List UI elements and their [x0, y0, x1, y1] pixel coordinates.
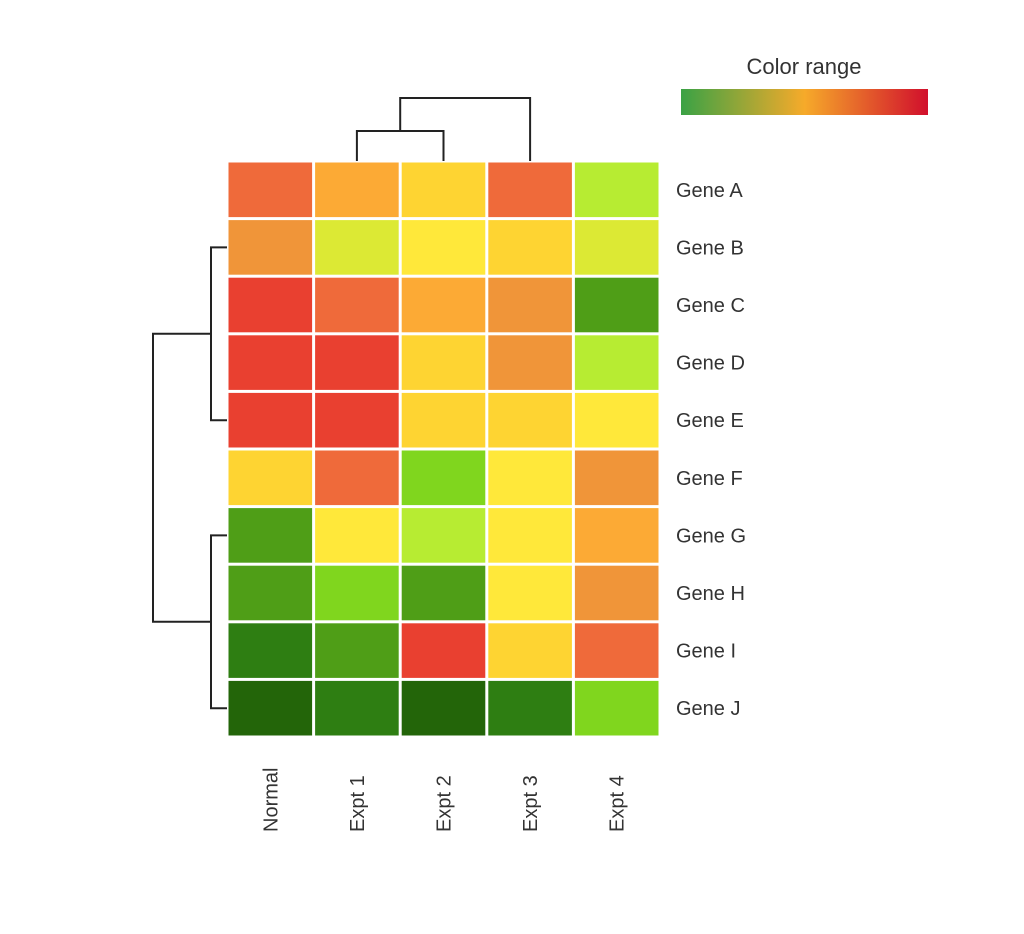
heatmap-cell [488, 450, 572, 506]
row-label: Gene I [676, 641, 736, 663]
heatmap-cell [488, 220, 572, 275]
heatmap-cell [401, 162, 486, 218]
row-label: Gene B [676, 237, 744, 259]
legend-title: Color range [747, 54, 862, 79]
heatmap-cell [401, 565, 486, 621]
dendrogram-link [152, 332, 211, 623]
column-labels: Normal Expt 1 Expt 2 Expt 3 Expt 4 [260, 768, 628, 832]
heatmap-cell [228, 508, 313, 563]
heatmap-cell [228, 220, 313, 275]
heatmap-cell [574, 623, 659, 678]
dendrogram-link [210, 246, 227, 422]
row-label: Gene F [676, 468, 743, 490]
dendrogram-link [210, 534, 227, 710]
heatmap-cell [315, 392, 399, 448]
heatmap-cell [228, 623, 313, 678]
heatmap-cell [228, 277, 313, 333]
heatmap-cell [401, 450, 486, 506]
row-dendrogram [152, 246, 227, 710]
dendrogram-link [355, 130, 445, 161]
heatmap-cell [228, 335, 313, 390]
heatmap-cell [574, 335, 659, 390]
heatmap-cell [315, 162, 399, 218]
heatmap-cell [401, 392, 486, 448]
column-label: Normal [260, 768, 282, 832]
heatmap-cell [228, 565, 313, 621]
heatmap-cell [488, 335, 572, 390]
heatmap-cell [488, 623, 572, 678]
column-dendrogram [355, 97, 532, 161]
heatmap-cell [574, 565, 659, 621]
row-label: Gene H [676, 583, 745, 605]
heatmap-cell [401, 680, 486, 736]
heatmap-cell [574, 277, 659, 333]
row-label: Gene D [676, 353, 745, 375]
row-label: Gene A [676, 180, 743, 202]
heatmap-cell [228, 162, 313, 218]
heatmap-cell [401, 220, 486, 275]
heatmap-cell [574, 680, 659, 736]
heatmap-cell [574, 392, 659, 448]
row-label: Gene G [676, 525, 746, 547]
heatmap-cell [315, 277, 399, 333]
heatmap-cell [315, 623, 399, 678]
heatmap-cell [401, 335, 486, 390]
column-label: Expt 1 [347, 775, 369, 832]
row-label: Gene E [676, 410, 744, 432]
heatmap-cell [401, 623, 486, 678]
dendrogram-link [399, 97, 532, 161]
heatmap-cell [315, 450, 399, 506]
column-label: Expt 2 [434, 775, 456, 832]
row-labels: Gene A Gene B Gene C Gene D Gene E Gene F Gene… [676, 180, 746, 720]
heatmap-cell [315, 220, 399, 275]
row-label: Gene J [676, 698, 740, 720]
heatmap-cell [401, 277, 486, 333]
heatmap-cell [488, 162, 572, 218]
heatmap-cell [228, 392, 313, 448]
heatmap-cell [574, 220, 659, 275]
heatmap-cell [315, 680, 399, 736]
color-range-legend-bar [681, 89, 928, 115]
heatmap-cell [315, 335, 399, 390]
heatmap-cell [488, 277, 572, 333]
row-label: Gene C [676, 295, 745, 317]
heatmap-cell [228, 450, 313, 506]
heatmap-cell [315, 565, 399, 621]
heatmap-cell [574, 450, 659, 506]
heatmap-cell [574, 508, 659, 563]
heatmap-cell [401, 508, 486, 563]
heatmap-cell [488, 680, 572, 736]
heatmap-cell [228, 680, 313, 736]
heatmap-cell [574, 162, 659, 218]
heatmap-cell [315, 508, 399, 563]
column-label: Expt 4 [607, 775, 629, 832]
column-label: Expt 3 [520, 775, 542, 832]
heatmap-cell [488, 508, 572, 563]
heatmap-cell [488, 392, 572, 448]
heatmap-grid [228, 162, 659, 736]
heatmap-cell [488, 565, 572, 621]
